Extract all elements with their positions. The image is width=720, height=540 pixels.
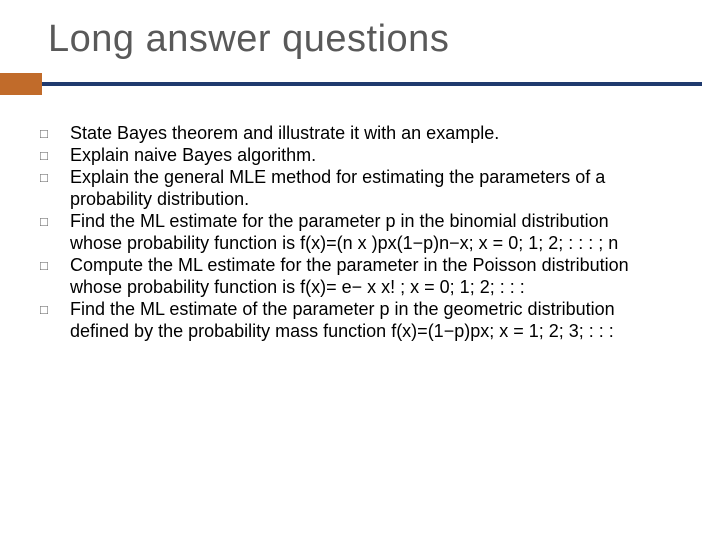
- list-item: □ Explain naive Bayes algorithm.: [40, 145, 660, 167]
- bullet-icon: □: [40, 255, 70, 274]
- list-item: □ Explain the general MLE method for est…: [40, 167, 660, 211]
- list-item: □ Find the ML estimate of the parameter …: [40, 299, 660, 343]
- item-text: Compute the ML estimate for the paramete…: [70, 255, 660, 299]
- accent-block: [0, 73, 42, 95]
- list-item: □ Find the ML estimate for the parameter…: [40, 211, 660, 255]
- item-text: Explain naive Bayes algorithm.: [70, 145, 316, 167]
- bullet-icon: □: [40, 123, 70, 142]
- slide-title: Long answer questions: [0, 18, 720, 61]
- title-rule: [0, 73, 720, 95]
- item-text: State Bayes theorem and illustrate it wi…: [70, 123, 499, 145]
- content-area: □ State Bayes theorem and illustrate it …: [0, 123, 720, 343]
- list-item: □ State Bayes theorem and illustrate it …: [40, 123, 660, 145]
- bullet-icon: □: [40, 299, 70, 318]
- item-text: Find the ML estimate for the parameter p…: [70, 211, 660, 255]
- item-text: Explain the general MLE method for estim…: [70, 167, 660, 211]
- slide: Long answer questions □ State Bayes theo…: [0, 0, 720, 540]
- bullet-icon: □: [40, 167, 70, 186]
- item-text: Find the ML estimate of the parameter p …: [70, 299, 660, 343]
- bullet-icon: □: [40, 145, 70, 164]
- bullet-icon: □: [40, 211, 70, 230]
- list-item: □ Compute the ML estimate for the parame…: [40, 255, 660, 299]
- rule-line: [42, 82, 702, 86]
